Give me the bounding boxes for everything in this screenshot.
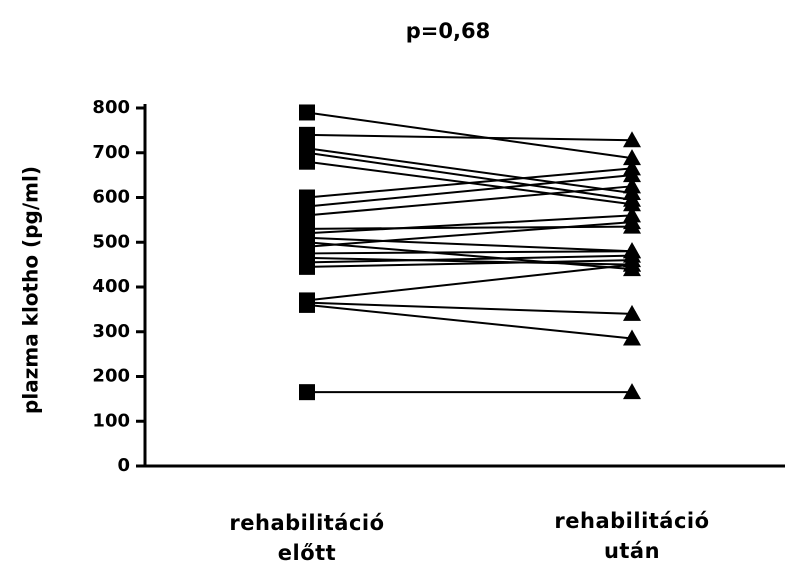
y-tick-label: 400 bbox=[92, 276, 130, 297]
pair-line bbox=[306, 254, 633, 264]
marker-before bbox=[299, 207, 315, 224]
y-tick-label: 700 bbox=[92, 142, 130, 163]
marker-before bbox=[299, 384, 315, 401]
marker-before bbox=[299, 104, 315, 121]
y-tick-label: 800 bbox=[92, 97, 130, 118]
pair-line bbox=[306, 241, 633, 271]
marker-after bbox=[623, 213, 641, 230]
marker-after bbox=[623, 383, 641, 400]
y-tick-label: 600 bbox=[92, 187, 130, 208]
y-tick-label: 300 bbox=[92, 321, 130, 342]
marker-before bbox=[299, 126, 315, 143]
marker-after bbox=[623, 329, 641, 346]
marker-after bbox=[623, 255, 641, 272]
pair-line bbox=[306, 167, 633, 199]
marker-after bbox=[623, 195, 641, 212]
y-tick-label: 500 bbox=[92, 231, 130, 252]
y-axis-label: plazma klotho (pg/ml) bbox=[19, 166, 43, 414]
pair-line bbox=[306, 259, 633, 268]
pair-line bbox=[306, 133, 633, 142]
x-tick-label: rehabilitáció előtt bbox=[229, 511, 385, 565]
pair-line bbox=[306, 221, 633, 248]
pair-line bbox=[306, 236, 633, 253]
marker-after bbox=[623, 131, 641, 148]
pair-line bbox=[306, 225, 633, 230]
pair-line bbox=[306, 256, 633, 266]
marker-before bbox=[299, 258, 315, 275]
chart-title: p=0,68 bbox=[406, 19, 490, 43]
pair-line bbox=[306, 174, 633, 208]
marker-after bbox=[623, 304, 641, 321]
pair-line bbox=[306, 263, 633, 302]
pair-line bbox=[306, 147, 633, 195]
marker-before bbox=[299, 153, 315, 170]
y-tick-label: 200 bbox=[92, 366, 130, 387]
x-tick-label: rehabilitáció után bbox=[554, 509, 710, 563]
y-tick-label: 0 bbox=[117, 455, 130, 476]
y-tick-label: 100 bbox=[92, 410, 130, 431]
marker-before bbox=[299, 296, 315, 313]
pair-line bbox=[306, 214, 633, 235]
pair-line bbox=[306, 303, 633, 340]
pair-line bbox=[306, 301, 633, 315]
pair-line bbox=[306, 185, 633, 217]
marker-after bbox=[623, 149, 641, 166]
pair-line bbox=[306, 111, 633, 160]
marker-after bbox=[623, 166, 641, 183]
pair-line bbox=[306, 250, 633, 255]
marker-after bbox=[623, 177, 641, 194]
